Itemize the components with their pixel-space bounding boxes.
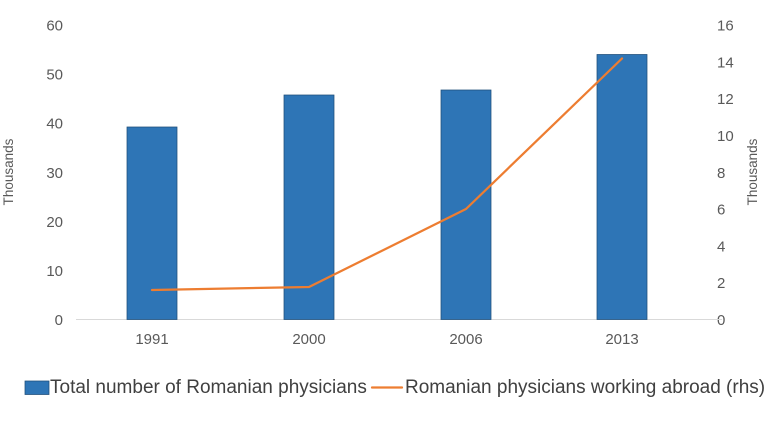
svg-text:6: 6 <box>717 202 725 219</box>
svg-text:14: 14 <box>717 54 734 71</box>
svg-text:30: 30 <box>46 165 63 182</box>
svg-text:Thousands: Thousands <box>745 138 760 205</box>
svg-text:2000: 2000 <box>292 331 325 348</box>
svg-text:Thousands: Thousands <box>1 138 16 205</box>
svg-text:10: 10 <box>717 128 734 145</box>
svg-text:2013: 2013 <box>605 331 638 348</box>
svg-text:2: 2 <box>717 275 725 292</box>
svg-text:40: 40 <box>46 116 63 133</box>
svg-text:0: 0 <box>717 312 725 329</box>
svg-text:8: 8 <box>717 165 725 182</box>
svg-text:16: 16 <box>717 18 734 35</box>
svg-text:20: 20 <box>46 214 63 231</box>
svg-text:Romanian physicians working ab: Romanian physicians working abroad (rhs) <box>405 377 765 398</box>
svg-text:0: 0 <box>55 312 63 329</box>
svg-text:2006: 2006 <box>449 331 482 348</box>
svg-text:10: 10 <box>46 263 63 280</box>
svg-text:60: 60 <box>46 18 63 35</box>
svg-text:1991: 1991 <box>135 331 168 348</box>
svg-text:Total number of Romanian physi: Total number of Romanian physicians <box>50 377 367 398</box>
svg-text:50: 50 <box>46 67 63 84</box>
svg-text:4: 4 <box>717 238 725 255</box>
svg-text:12: 12 <box>717 91 734 108</box>
